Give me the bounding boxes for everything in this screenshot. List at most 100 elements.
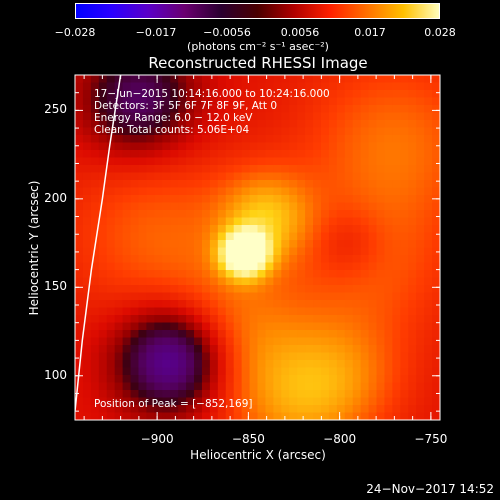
heatmap-cell <box>257 322 267 331</box>
heatmap-cell <box>186 210 195 219</box>
heatmap-cell <box>249 405 259 414</box>
heatmap-cell <box>281 120 290 129</box>
heatmap-cell <box>289 382 298 391</box>
heatmap-cell <box>265 405 274 414</box>
heatmap-cell <box>328 247 338 256</box>
heatmap-cell <box>162 412 171 420</box>
heatmap-cell <box>344 97 354 106</box>
heatmap-cell <box>162 202 171 211</box>
heatmap-cell <box>194 180 203 189</box>
heatmap-cell <box>265 307 274 316</box>
heatmap-cell <box>368 345 378 354</box>
heatmap-cell <box>376 105 386 114</box>
heatmap-cell <box>313 375 322 384</box>
heatmap-cell <box>352 352 362 361</box>
heatmap-cell <box>384 345 393 354</box>
heatmap-cell <box>146 225 155 234</box>
heatmap-cell <box>209 390 219 399</box>
heatmap-cell <box>384 255 393 264</box>
heatmap-cell <box>313 262 322 271</box>
heatmap-cell <box>249 195 259 204</box>
heatmap-cell <box>217 82 227 91</box>
heatmap-cell <box>225 90 235 99</box>
heatmap-cell <box>249 382 259 391</box>
heatmap-cell <box>146 330 155 339</box>
heatmap-cell <box>209 172 219 181</box>
heatmap-cell <box>178 367 187 376</box>
heatmap-cell <box>233 352 243 361</box>
heatmap-cell <box>146 217 155 226</box>
heatmap-cell <box>75 165 84 174</box>
heatmap-cell <box>336 142 346 151</box>
heatmap-cell <box>400 382 409 391</box>
heatmap-cell <box>146 127 155 136</box>
heatmap-cell <box>344 307 354 316</box>
heatmap-cell <box>257 405 267 414</box>
heatmap-cell <box>400 300 409 309</box>
heatmap-cell <box>154 225 163 234</box>
heatmap-cell <box>90 292 100 301</box>
heatmap-cell <box>249 157 259 166</box>
heatmap-cell <box>178 337 187 346</box>
heatmap-cell <box>241 277 251 286</box>
heatmap-cell <box>320 142 330 151</box>
heatmap-cell <box>344 172 354 181</box>
heatmap-cell <box>400 142 409 151</box>
heatmap-cell <box>432 210 440 219</box>
heatmap-cell <box>305 105 314 114</box>
heatmap-cell <box>424 172 433 181</box>
heatmap-cell <box>297 97 306 106</box>
heatmap-cell <box>130 285 140 294</box>
heatmap-cell <box>98 300 108 309</box>
heatmap-cell <box>178 360 187 369</box>
heatmap-cell <box>257 285 267 294</box>
heatmap-cell <box>146 382 155 391</box>
heatmap-cell <box>201 240 211 249</box>
heatmap-cell <box>344 397 354 406</box>
heatmap-cell <box>320 157 330 166</box>
heatmap-cell <box>384 210 393 219</box>
heatmap-cell <box>376 285 386 294</box>
heatmap-cell <box>225 172 235 181</box>
heatmap-cell <box>98 375 108 384</box>
heatmap-cell <box>336 322 346 331</box>
heatmap-cell <box>178 232 187 241</box>
heatmap-cell <box>249 270 259 279</box>
heatmap-cell <box>313 225 322 234</box>
heatmap-cell <box>82 195 92 204</box>
heatmap-cell <box>217 285 227 294</box>
heatmap-cell <box>249 255 259 264</box>
heatmap-cell <box>273 307 282 316</box>
heatmap-cell <box>400 322 409 331</box>
heatmap-cell <box>217 150 227 159</box>
heatmap-cell <box>376 232 386 241</box>
heatmap-cell <box>408 217 417 226</box>
heatmap-cell <box>257 360 267 369</box>
heatmap-cell <box>122 322 132 331</box>
heatmap-cell <box>146 300 155 309</box>
heatmap-cell <box>154 330 163 339</box>
heatmap-cell <box>384 315 393 324</box>
heatmap-cell <box>90 217 100 226</box>
heatmap-cell <box>424 292 433 301</box>
y-tick-label: 200 <box>44 190 67 205</box>
heatmap-cell <box>432 292 440 301</box>
heatmap-cell <box>313 180 322 189</box>
heatmap-cell <box>162 337 171 346</box>
heatmap-cell <box>170 202 179 211</box>
heatmap-cell <box>209 412 219 420</box>
heatmap-cell <box>178 105 187 114</box>
heatmap-cell <box>416 232 425 241</box>
heatmap-cell <box>376 127 386 136</box>
heatmap-cell <box>408 277 417 286</box>
heatmap-cell <box>106 187 116 196</box>
heatmap-cell <box>194 292 203 301</box>
heatmap-cell <box>186 232 195 241</box>
heatmap-cell <box>130 90 140 99</box>
heatmap-cell <box>130 127 140 136</box>
heatmap-cell <box>281 150 290 159</box>
heatmap-cell <box>241 240 251 249</box>
heatmap-cell <box>384 172 393 181</box>
heatmap-cell <box>82 405 92 414</box>
heatmap-cell <box>217 337 227 346</box>
